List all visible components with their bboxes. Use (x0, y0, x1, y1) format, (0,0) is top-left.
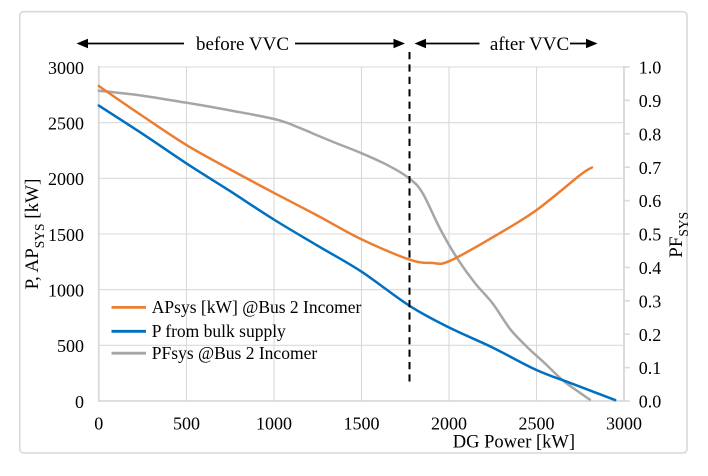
svg-text:APsys [kW] @Bus 2 Incomer: APsys [kW] @Bus 2 Incomer (152, 297, 362, 317)
svg-text:1500: 1500 (48, 225, 84, 245)
svg-text:0.3: 0.3 (639, 291, 662, 311)
svg-text:2500: 2500 (48, 114, 84, 134)
svg-text:before VVC: before VVC (196, 34, 289, 55)
svg-text:3000: 3000 (48, 58, 84, 78)
svg-text:0.4: 0.4 (639, 258, 662, 278)
svg-text:0.5: 0.5 (639, 225, 662, 245)
svg-text:1000: 1000 (256, 413, 292, 433)
svg-text:2000: 2000 (48, 169, 84, 189)
svg-text:2000: 2000 (431, 413, 467, 433)
svg-text:0: 0 (75, 392, 84, 412)
svg-text:DG Power [kW]: DG Power [kW] (453, 433, 575, 453)
svg-text:0.2: 0.2 (639, 325, 662, 345)
svg-text:0: 0 (94, 413, 103, 433)
svg-text:1500: 1500 (344, 413, 380, 433)
svg-text:500: 500 (173, 413, 200, 433)
svg-text:1.0: 1.0 (639, 58, 662, 78)
svg-text:1000: 1000 (48, 281, 84, 301)
svg-text:500: 500 (57, 336, 84, 356)
svg-text:0.7: 0.7 (639, 158, 662, 178)
svg-text:2500: 2500 (519, 413, 555, 433)
svg-text:PFsys @Bus 2 Incomer: PFsys @Bus 2 Incomer (152, 343, 318, 363)
svg-text:3000: 3000 (606, 413, 642, 433)
svg-text:0.0: 0.0 (639, 392, 662, 412)
svg-text:0.6: 0.6 (639, 191, 662, 211)
svg-text:P from bulk supply: P from bulk supply (152, 321, 286, 341)
svg-text:0.9: 0.9 (639, 91, 662, 111)
svg-text:after VVC: after VVC (490, 34, 569, 55)
svg-text:0.8: 0.8 (639, 124, 662, 144)
svg-text:0.1: 0.1 (639, 358, 662, 378)
